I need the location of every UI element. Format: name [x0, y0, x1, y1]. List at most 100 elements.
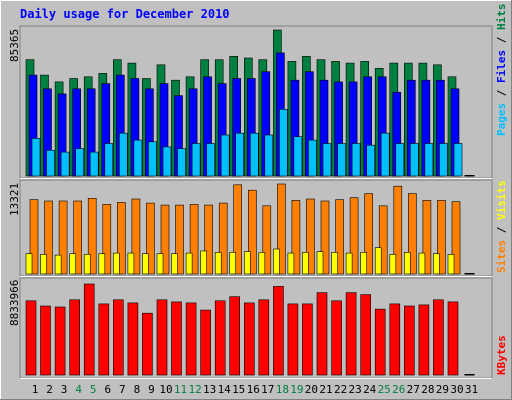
kbytes-bar [142, 312, 153, 376]
visits-bar [171, 253, 178, 275]
sites-max-label: 13321 [8, 183, 21, 216]
pages-bar [380, 132, 390, 177]
pages-bar [133, 139, 143, 177]
kbytes-bar [98, 303, 110, 376]
day-label: 31 [465, 383, 478, 396]
pages-bar [337, 143, 346, 177]
pages-bar [293, 136, 303, 177]
day-label: 6 [104, 383, 111, 396]
kbytes-bar [403, 305, 415, 376]
sites-bar [73, 200, 82, 275]
visits-bar [418, 252, 426, 275]
sites-bar [349, 197, 359, 275]
sites-bar [320, 200, 330, 275]
empty-day-marker [464, 374, 475, 376]
sites-bar [204, 204, 213, 275]
day-label: 19 [290, 383, 303, 396]
kbytes-bar [25, 300, 37, 376]
visits-bar [54, 254, 62, 275]
kbytes-bar [374, 308, 386, 376]
pages-bar [89, 151, 99, 177]
pages-bar [322, 143, 332, 177]
pages-bar [279, 109, 288, 177]
pages-bar [366, 144, 376, 177]
day-label: 5 [90, 383, 97, 396]
kbytes-bar [200, 309, 211, 376]
pages-bar [60, 151, 70, 177]
day-label: 15 [232, 383, 245, 396]
pages-bar [177, 148, 186, 177]
visits-bar [98, 253, 106, 275]
pages-bar [453, 143, 463, 177]
sites-bar [160, 204, 170, 275]
visits-bar [389, 254, 397, 275]
pages-bar [206, 143, 215, 177]
visits-bar [185, 252, 193, 275]
day-label: 13 [203, 383, 216, 396]
day-label: 2 [46, 383, 53, 396]
legend-sep-2: / [495, 30, 508, 50]
sites-bar [393, 185, 403, 275]
visits-bar [229, 252, 236, 275]
sites-bar [277, 183, 286, 275]
day-label: 29 [436, 383, 449, 396]
sites-bar [218, 202, 228, 275]
pages-bar [264, 134, 274, 177]
legend-pages: Pages [495, 103, 508, 136]
sites-bar [364, 193, 374, 275]
sites-bar [102, 204, 112, 275]
kbytes-bar [54, 306, 66, 376]
visits-bar [25, 253, 33, 275]
kbytes-bar [433, 299, 444, 376]
day-label: 8 [134, 383, 141, 396]
pages-bar [308, 139, 317, 177]
pages-bar [162, 146, 172, 177]
kbytes-bar [447, 301, 459, 376]
legend-visits: Visits [495, 180, 508, 220]
day-label: 16 [247, 383, 260, 396]
day-label: 26 [392, 383, 405, 396]
sites-bar [262, 205, 272, 275]
visits-bar [433, 253, 440, 275]
day-label: 4 [75, 383, 82, 396]
kbytes-bar [40, 305, 51, 376]
visits-bar [40, 254, 47, 275]
kbytes-bar [69, 299, 80, 376]
hits-max-label: 85365 [8, 29, 21, 62]
legend-kbytes: KBytes [495, 335, 508, 375]
visits-bar [127, 252, 135, 275]
day-label: 24 [363, 383, 377, 396]
sites-bar [378, 205, 388, 275]
day-label: 28 [421, 383, 434, 396]
visits-bar [374, 247, 382, 275]
visits-bar [142, 253, 149, 275]
visits-bar [316, 251, 324, 275]
day-label: 3 [61, 383, 68, 396]
day-label: 22 [334, 383, 347, 396]
sites-bar [233, 184, 242, 275]
day-labels: 1 2 3 4 5 6 7 8 9 10 11 12 13 14 15 16 17 18 19 20 21 22 23 24 2… [32, 383, 478, 396]
day-label: 10 [159, 383, 172, 396]
visits-bar [360, 252, 368, 275]
pages-bar [75, 148, 84, 177]
visits-bar [83, 254, 91, 275]
chart-marks [25, 29, 475, 376]
sites-bar [437, 200, 446, 275]
visits-bar [302, 252, 309, 275]
visits-bar [113, 252, 120, 275]
day-label: 27 [407, 383, 420, 396]
day-label: 17 [261, 383, 274, 396]
pages-bar [46, 150, 55, 177]
empty-day-marker [464, 273, 475, 275]
kbytes-bar [156, 299, 168, 376]
sites-bar [451, 201, 461, 275]
day-label: 25 [378, 383, 391, 396]
sites-bar [87, 198, 97, 275]
visits-bar [214, 252, 222, 275]
day-label: 7 [119, 383, 126, 396]
day-label: 12 [188, 383, 201, 396]
sites-bar [335, 199, 344, 275]
kbytes-bar [302, 303, 313, 376]
legend-files: Files [495, 50, 508, 83]
kbytes-bar [229, 296, 240, 376]
